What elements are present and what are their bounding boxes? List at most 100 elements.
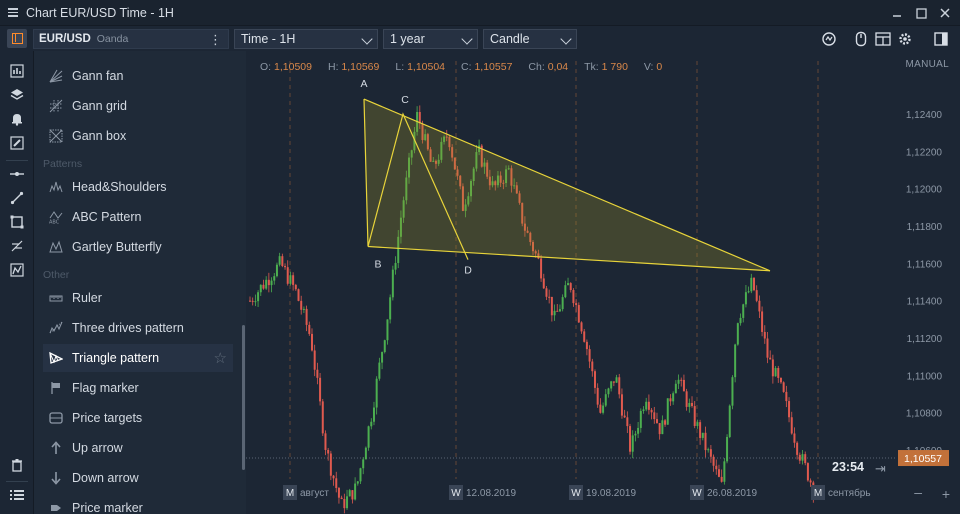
candle-body <box>488 176 491 186</box>
tool-down-arrow[interactable]: Down arrow <box>43 464 233 492</box>
time-axis-label: 19.08.2019 <box>586 488 636 499</box>
candle-body <box>394 263 397 270</box>
candle-body <box>612 381 615 383</box>
candle-body <box>316 369 319 378</box>
triangle-upper-line[interactable] <box>363 98 771 272</box>
maximize-button[interactable] <box>912 4 930 22</box>
candle-body <box>777 368 780 378</box>
price-axis-label: 1,11400 <box>907 297 943 308</box>
candle-body <box>580 322 583 332</box>
scroll-to-end-icon[interactable]: ⇥ <box>875 461 886 476</box>
object-list-button[interactable] <box>7 485 27 505</box>
toggle-right-panel-button[interactable] <box>930 29 952 49</box>
tool-price-marker[interactable]: Price marker <box>43 494 233 514</box>
replay-button[interactable] <box>818 29 840 49</box>
delete-drawings-button[interactable] <box>7 455 27 475</box>
time-axis-label: 26.08.2019 <box>707 488 757 499</box>
rectangle-tool[interactable] <box>7 212 27 232</box>
candle-body <box>434 160 437 164</box>
candle-body <box>553 310 556 316</box>
candle-body <box>472 168 475 181</box>
tool-three-drives[interactable]: Three drives pattern <box>43 314 233 342</box>
drawing-tools-button[interactable] <box>7 133 27 153</box>
favorite-star-icon[interactable]: ☆ <box>213 350 227 367</box>
period-dropdown[interactable]: 1 year <box>383 29 478 49</box>
candle-body <box>769 357 772 360</box>
candle-body <box>664 420 667 425</box>
layers-button[interactable] <box>7 85 27 105</box>
scale-mode-label[interactable]: MANUAL <box>905 59 949 70</box>
time-tag: M <box>286 488 294 499</box>
tool-label: Down arrow <box>72 471 139 485</box>
tool-gartley-butterfly[interactable]: Gartley Butterfly <box>43 233 233 261</box>
horizontal-line-tool[interactable] <box>7 164 27 184</box>
minimize-button[interactable] <box>888 4 906 22</box>
settings-button[interactable] <box>894 29 916 49</box>
candle-body <box>766 338 769 358</box>
ruler-icon <box>48 290 64 306</box>
candle-body <box>391 269 394 298</box>
tool-head-shoulders[interactable]: Head&Shoulders <box>43 173 233 201</box>
hamburger-menu-icon[interactable] <box>8 8 24 17</box>
timeframe-dropdown[interactable]: Time - 1H <box>234 29 378 49</box>
price-axis-label: 1,11600 <box>907 259 943 270</box>
kebab-menu-icon[interactable]: ⋮ <box>209 32 222 47</box>
tool-gann-fan[interactable]: Gann fan <box>43 62 233 90</box>
tool-label: Head&Shoulders <box>72 180 167 194</box>
symbol-selector[interactable]: EUR/USD Oanda ⋮ <box>33 29 229 49</box>
trend-line-tool[interactable] <box>7 188 27 208</box>
toggle-tools-panel-button[interactable] <box>7 29 27 48</box>
patterns-tool[interactable] <box>7 260 27 280</box>
section-header-other: Other <box>43 269 70 281</box>
candle-body <box>532 241 534 252</box>
fibonacci-tool[interactable] <box>7 236 27 256</box>
candle-body <box>707 449 710 451</box>
candle-body <box>736 323 739 345</box>
alerts-button[interactable] <box>7 109 27 129</box>
triangle-lower-line[interactable] <box>367 245 771 272</box>
candle-body <box>297 289 300 301</box>
tool-triangle-pattern[interactable]: Triangle pattern ☆ <box>43 344 233 372</box>
candle-body <box>556 310 559 312</box>
tool-label: ABC Pattern <box>72 210 142 224</box>
tool-gann-box[interactable]: Gann box <box>43 122 233 150</box>
tool-label: Flag marker <box>72 381 139 395</box>
candle-body <box>359 468 362 482</box>
candle-body <box>604 394 607 406</box>
candle-body <box>693 406 696 426</box>
tool-up-arrow[interactable]: Up arrow <box>43 434 233 462</box>
plus-zoom-icon[interactable]: + <box>941 486 950 502</box>
candle-body <box>696 422 699 426</box>
candle-body <box>577 305 580 323</box>
price-chart[interactable]: A B C D 1,12400 1,12200 1,12000 1,11800 1,11600… <box>246 51 960 514</box>
candle-body <box>585 341 588 350</box>
candle-body <box>308 324 311 334</box>
tool-ruler[interactable]: Ruler <box>43 284 233 312</box>
tool-abc-pattern[interactable]: ABC ABC Pattern <box>43 203 233 231</box>
candle-body <box>251 300 254 302</box>
tool-flag-marker[interactable]: Flag marker <box>43 374 233 402</box>
tool-price-targets[interactable]: Price targets <box>43 404 233 432</box>
chart-canvas[interactable]: A B C D 1,12400 1,12200 1,12000 1,11800 1,11600… <box>246 51 960 514</box>
triangle-zigzag[interactable] <box>363 99 469 260</box>
candle-body <box>292 275 295 285</box>
tool-gann-grid[interactable]: Gann grid <box>43 92 233 120</box>
minus-zoom-icon[interactable]: – <box>914 484 922 500</box>
candle-body <box>459 175 462 187</box>
candle-body <box>602 405 605 413</box>
chevron-down-icon <box>461 33 473 45</box>
indicators-button[interactable] <box>872 29 894 49</box>
close-button[interactable] <box>936 4 954 22</box>
tools-panel-scrollbar[interactable] <box>242 325 245 470</box>
mouse-mode-button[interactable] <box>850 29 872 49</box>
time-tag-box <box>449 485 463 500</box>
gartley-butterfly-icon <box>48 239 64 255</box>
chart-type-dropdown[interactable]: Candle <box>483 29 577 49</box>
candle-body <box>591 361 594 372</box>
volume-value: 0 <box>656 61 663 73</box>
candle-body <box>289 275 292 284</box>
time-axis-label: 12.08.2019 <box>466 488 516 499</box>
candle-body <box>642 409 645 411</box>
chart-bars-button[interactable] <box>7 61 27 81</box>
chart-toolbar: EUR/USD Oanda ⋮ Time - 1H 1 year Candle <box>0 26 960 51</box>
